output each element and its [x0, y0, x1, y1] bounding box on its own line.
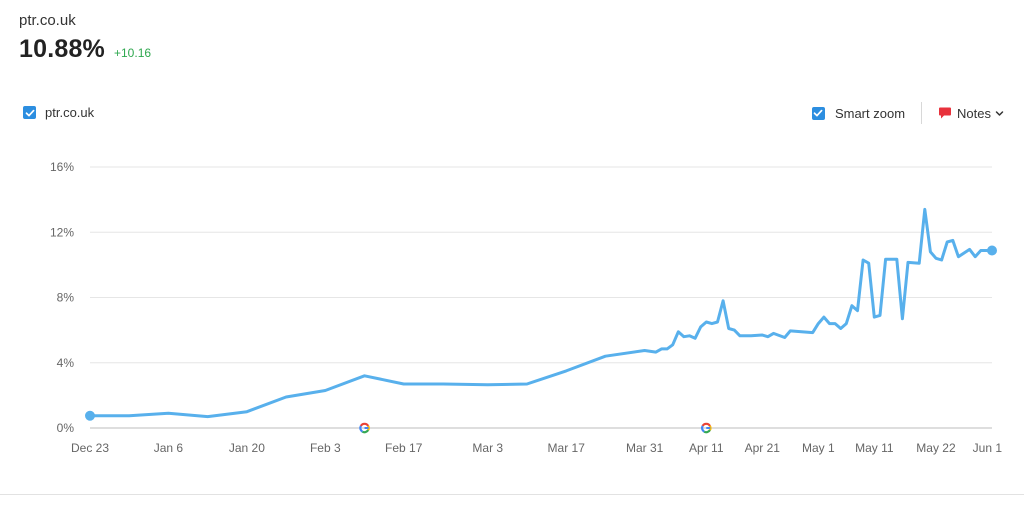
y-tick-label: 4%	[57, 356, 75, 370]
y-tick-label: 0%	[57, 421, 75, 435]
x-tick-label: May 22	[916, 441, 956, 455]
x-tick-label: May 11	[855, 441, 894, 455]
visibility-value: 10.88%	[19, 35, 105, 63]
series-end-point	[987, 245, 997, 256]
x-tick-label: Mar 17	[548, 441, 586, 455]
series-legend[interactable]: ptr.co.uk	[23, 105, 94, 120]
series-checkbox[interactable]	[23, 106, 36, 119]
x-tick-label: Mar 3	[472, 441, 503, 455]
panel-bottom-border	[0, 494, 1024, 495]
header: ptr.co.uk 10.88% +10.16	[19, 12, 151, 64]
x-tick-label: Jan 20	[229, 441, 265, 455]
x-tick-label: Dec 23	[71, 441, 109, 455]
note-bubble-icon	[939, 107, 952, 119]
domain-title: ptr.co.uk	[19, 12, 76, 29]
series-line	[88, 207, 994, 419]
chart-tools: Smart zoom Notes	[811, 102, 1004, 124]
chevron-down-icon	[995, 110, 1004, 116]
x-tick-label: Feb 17	[385, 441, 423, 455]
notes-label: Notes	[957, 105, 991, 121]
x-tick-label: May 1	[802, 441, 835, 455]
x-tick-label: Jun 1	[973, 441, 1003, 455]
tools-divider	[921, 102, 923, 124]
series-start-point	[85, 410, 95, 421]
visibility-delta: +10.16	[114, 46, 152, 60]
x-tick-label: Apr 11	[689, 441, 724, 455]
x-tick-label: Mar 31	[626, 441, 664, 455]
smart-zoom-label: Smart zoom	[834, 105, 906, 121]
y-tick-label: 16%	[50, 160, 74, 174]
notes-dropdown[interactable]: Notes	[938, 106, 1004, 121]
y-tick-label: 12%	[50, 225, 74, 239]
check-icon	[25, 109, 34, 116]
series-legend-label: ptr.co.uk	[45, 105, 95, 120]
metric-row: 10.88% +10.16	[19, 35, 151, 64]
google-g-icon	[701, 422, 712, 434]
google-g-icon	[359, 422, 370, 434]
x-tick-label: Apr 21	[745, 441, 781, 455]
x-tick-label: Jan 6	[154, 441, 184, 455]
x-tick-label: Feb 3	[310, 441, 341, 455]
y-tick-label: 8%	[57, 291, 75, 305]
visibility-line-chart: 0% 4% 8% 12% 16% Dec 23 Jan 6 Jan 20 Feb 3 Feb 17…	[50, 160, 1003, 455]
check-icon	[814, 109, 823, 117]
smart-zoom-checkbox[interactable]	[811, 106, 825, 120]
smart-zoom-toggle[interactable]: Smart zoom	[811, 105, 906, 121]
